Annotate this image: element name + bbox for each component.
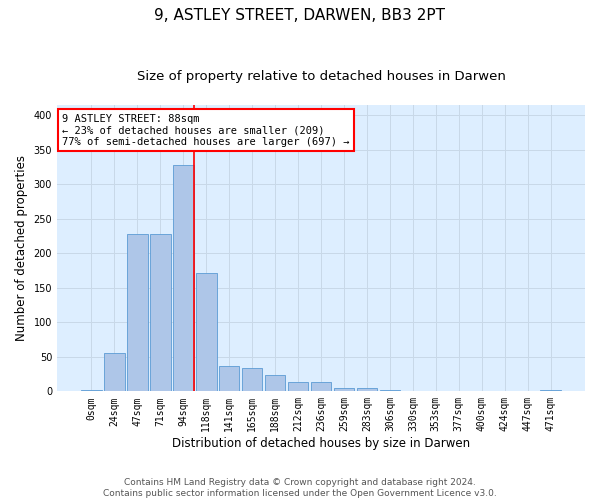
Y-axis label: Number of detached properties: Number of detached properties (15, 155, 28, 341)
Bar (104, 354, 125, 392)
Bar (265, 375, 286, 392)
Text: 9, ASTLEY STREET, DARWEN, BB3 2PT: 9, ASTLEY STREET, DARWEN, BB3 2PT (155, 8, 445, 22)
Text: 9 ASTLEY STREET: 88sqm
← 23% of detached houses are smaller (209)
77% of semi-de: 9 ASTLEY STREET: 88sqm ← 23% of detached… (62, 114, 350, 147)
Bar (311, 382, 331, 392)
Bar (150, 234, 170, 392)
Bar (334, 388, 355, 392)
X-axis label: Distribution of detached houses by size in Darwen: Distribution of detached houses by size … (172, 437, 470, 450)
Bar (81, 390, 102, 392)
Bar (541, 390, 561, 392)
Bar (196, 272, 217, 392)
Bar (356, 388, 377, 392)
Bar (288, 382, 308, 392)
Bar (448, 390, 469, 392)
Text: Contains HM Land Registry data © Crown copyright and database right 2024.
Contai: Contains HM Land Registry data © Crown c… (103, 478, 497, 498)
Bar (380, 390, 400, 392)
Bar (403, 390, 423, 392)
Bar (219, 366, 239, 392)
Bar (173, 165, 194, 392)
Bar (127, 234, 148, 392)
Title: Size of property relative to detached houses in Darwen: Size of property relative to detached ho… (137, 70, 505, 83)
Bar (425, 390, 446, 392)
Bar (242, 368, 262, 392)
